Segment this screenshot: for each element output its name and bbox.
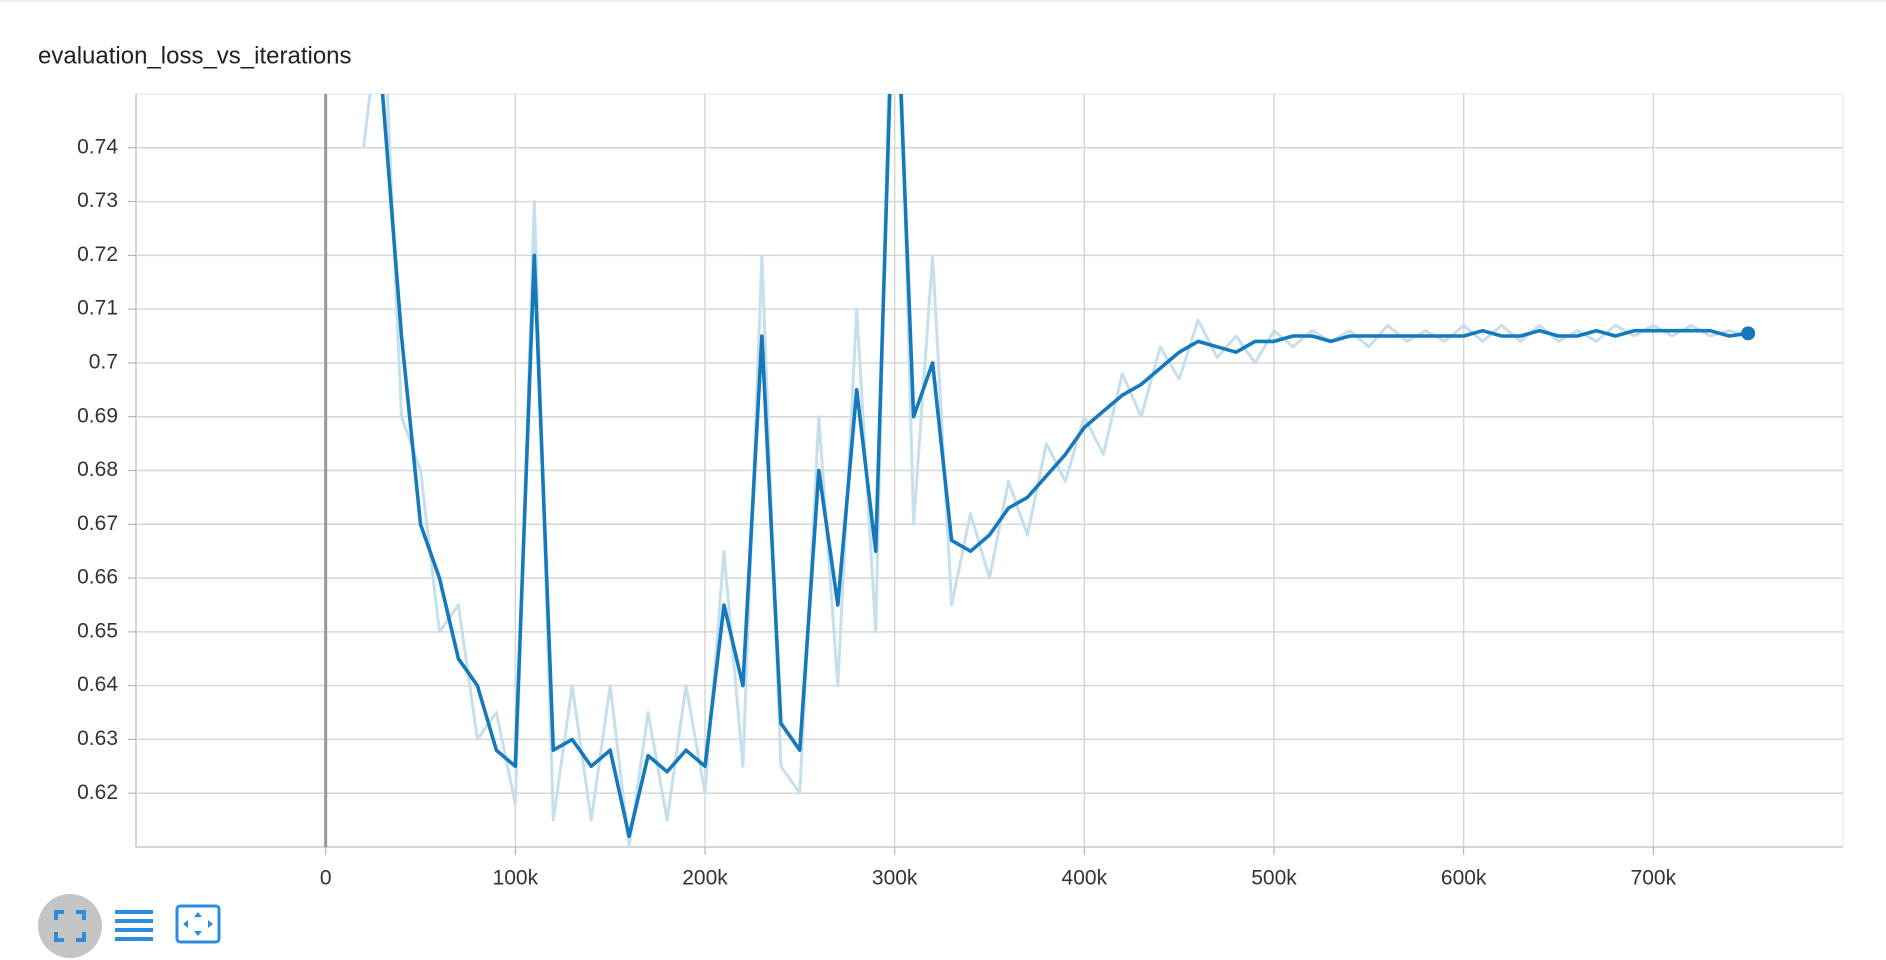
x-tick-label: 200k [682, 867, 728, 890]
y-tick-label: 0.72 [77, 243, 118, 266]
y-tick-label: 0.67 [77, 512, 118, 535]
y-tick-label: 0.68 [77, 458, 118, 481]
x-tick-label: 300k [872, 867, 918, 890]
fit-button[interactable] [38, 894, 102, 958]
data-toggle-button[interactable] [115, 910, 153, 941]
y-tick-label: 0.63 [77, 727, 118, 750]
zoom-icon [175, 904, 221, 944]
fit-icon [54, 910, 86, 942]
y-tick-label: 0.71 [77, 297, 118, 320]
x-tick-label: 0 [320, 867, 332, 890]
list-icon [115, 910, 153, 941]
smoothed-line [380, 94, 1749, 838]
plot-area [362, 94, 1749, 847]
reset-zoom-button[interactable] [175, 904, 221, 944]
grid [128, 93, 1844, 855]
x-tick-label: 400k [1062, 867, 1108, 890]
button-background [38, 894, 102, 958]
y-tick-label: 0.64 [77, 673, 118, 696]
y-tick-label: 0.62 [77, 781, 118, 804]
tick-labels: 0.62 0.63 0.64 0.65 0.66 0.67 0.68 0.69 0.7 0.71 0… [77, 135, 1676, 889]
x-tick-label: 600k [1441, 867, 1487, 890]
x-tick-label: 100k [493, 867, 539, 890]
chart-title: evaluation_loss_vs_iterations [38, 42, 352, 69]
raw-line [362, 94, 1749, 847]
y-tick-label: 0.73 [77, 189, 118, 212]
zoom-arrows [183, 912, 213, 936]
y-tick-label: 0.66 [77, 566, 118, 589]
last-point [1741, 326, 1756, 341]
y-tick-label: 0.69 [77, 404, 118, 427]
x-tick-label: 500k [1251, 867, 1297, 890]
y-tick-label: 0.74 [77, 135, 118, 158]
y-tick-label: 0.7 [89, 350, 118, 373]
x-tick-label: 700k [1631, 867, 1677, 890]
y-tick-label: 0.65 [77, 619, 118, 642]
